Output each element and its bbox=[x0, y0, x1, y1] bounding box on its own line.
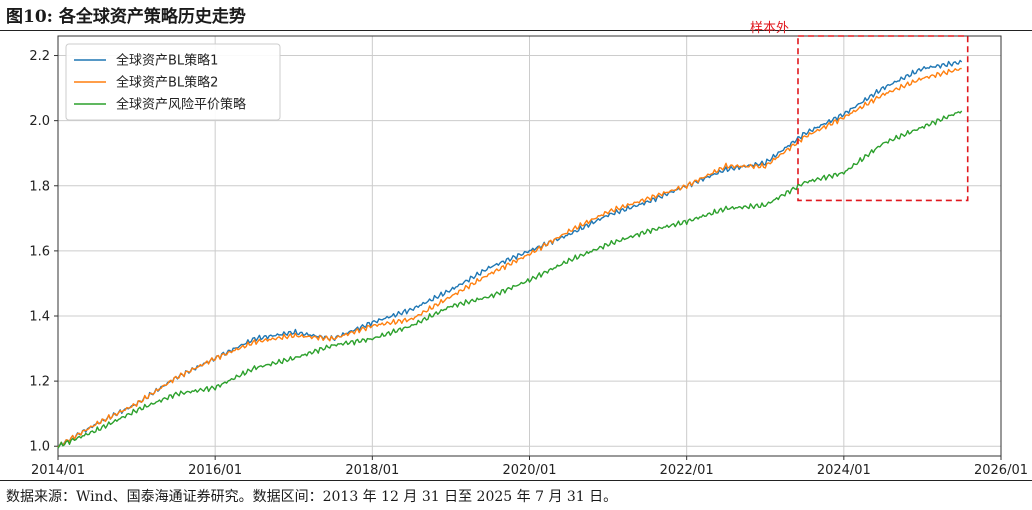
annotation-layer: 样本外 bbox=[750, 21, 969, 202]
legend-label: 全球资产BL策略2 bbox=[116, 75, 218, 91]
line-chart: 1.0 1.2 1.4 1.6 1.8 2.0 2.2 2014/01 2016/01 2018/… bbox=[29, 21, 1028, 478]
y-tick-label: 1.2 bbox=[29, 375, 50, 390]
source-divider bbox=[0, 480, 1032, 481]
x-tick-label: 2020/01 bbox=[502, 463, 556, 478]
y-tick-label: 2.0 bbox=[29, 114, 50, 129]
x-tick-label: 2016/01 bbox=[188, 463, 242, 478]
y-tick-label: 1.4 bbox=[29, 310, 50, 325]
out-of-sample-box bbox=[797, 35, 969, 202]
out-of-sample-label: 样本外 bbox=[750, 21, 789, 36]
legend-label: 全球资产风险平价策略 bbox=[116, 97, 246, 113]
x-tick-label: 2014/01 bbox=[31, 463, 85, 478]
y-tick-label: 2.2 bbox=[29, 49, 50, 64]
tick-layer: 1.0 1.2 1.4 1.6 1.8 2.0 2.2 2014/01 2016/01 2018/… bbox=[29, 49, 1028, 478]
x-tick-label: 2018/01 bbox=[345, 463, 399, 478]
series-layer bbox=[57, 59, 963, 449]
x-tick-label: 2024/01 bbox=[817, 463, 871, 478]
y-tick-label: 1.8 bbox=[29, 179, 50, 194]
source-note: 数据来源：Wind、国泰海通证券研究。数据区间：2013 年 12 月 31 日… bbox=[6, 489, 618, 505]
y-tick-label: 1.6 bbox=[29, 244, 50, 259]
title-divider bbox=[0, 30, 1032, 31]
series-line bbox=[57, 67, 962, 448]
series-line bbox=[57, 110, 963, 449]
legend-label: 全球资产BL策略1 bbox=[116, 53, 218, 69]
y-tick-label: 1.0 bbox=[29, 440, 50, 455]
x-tick-label: 2022/01 bbox=[660, 463, 714, 478]
figure-title: 图10: 各全球资产策略历史走势 bbox=[6, 7, 246, 27]
x-tick-label: 2026/01 bbox=[974, 463, 1028, 478]
legend: 全球资产BL策略1 全球资产BL策略2 全球资产风险平价策略 bbox=[65, 43, 281, 121]
legend-box bbox=[65, 43, 281, 121]
